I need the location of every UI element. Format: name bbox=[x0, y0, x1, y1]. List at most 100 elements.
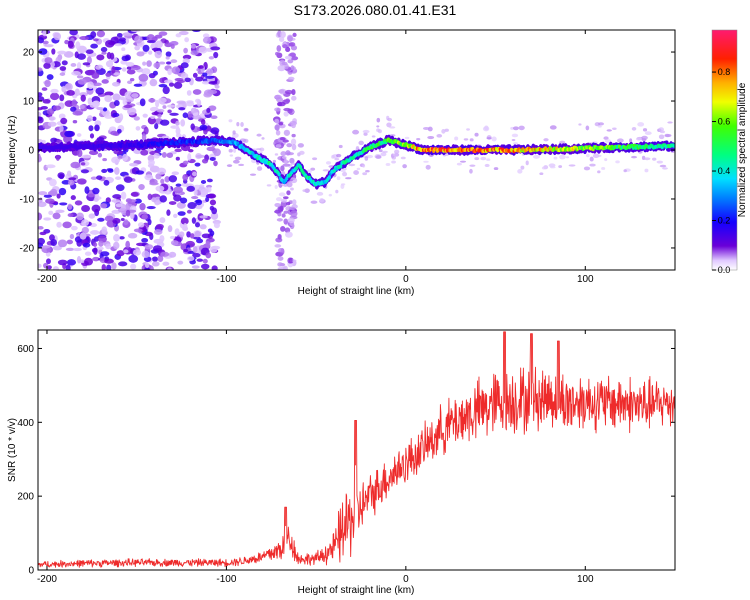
noise-speckle bbox=[209, 157, 216, 161]
y-tick-label: 600 bbox=[17, 344, 34, 355]
haze-speckle bbox=[642, 128, 648, 132]
haze-speckle bbox=[541, 166, 547, 170]
noise-speckle bbox=[106, 264, 112, 270]
colorbar-gradient bbox=[712, 30, 737, 270]
noise-speckle bbox=[90, 176, 98, 180]
haze-speckle bbox=[352, 129, 360, 135]
noise-speckle bbox=[202, 36, 212, 44]
noise-speckle bbox=[50, 92, 60, 101]
haze-speckle bbox=[652, 157, 657, 161]
noise-speckle bbox=[92, 242, 98, 247]
haze-speckle bbox=[480, 156, 487, 161]
noise-speckle bbox=[38, 48, 48, 55]
noise-speckle bbox=[72, 120, 78, 124]
colorbar-tick-label: 0.4 bbox=[718, 166, 731, 176]
haze-speckle bbox=[532, 154, 540, 159]
noise-speckle bbox=[67, 213, 74, 218]
noise-speckle bbox=[87, 97, 92, 105]
noise-speckle bbox=[281, 213, 286, 218]
noise-speckle bbox=[165, 51, 172, 57]
noise-speckle bbox=[46, 108, 55, 115]
noise-speckle bbox=[195, 98, 201, 103]
haze-speckle bbox=[261, 137, 265, 140]
noise-speckle bbox=[66, 170, 72, 177]
noise-speckle bbox=[150, 115, 156, 119]
noise-speckle bbox=[49, 188, 58, 197]
noise-speckle bbox=[208, 56, 215, 60]
haze-speckle bbox=[578, 123, 582, 126]
noise-speckle bbox=[205, 196, 210, 203]
haze-speckle bbox=[553, 156, 558, 160]
haze-speckle bbox=[335, 189, 339, 194]
noise-speckle bbox=[93, 100, 100, 107]
noise-speckle bbox=[291, 89, 296, 96]
noise-speckle bbox=[71, 225, 78, 231]
noise-speckle bbox=[104, 215, 114, 222]
haze-speckle bbox=[353, 170, 359, 176]
noise-speckle bbox=[290, 138, 297, 146]
noise-speckle bbox=[116, 250, 125, 257]
haze-speckle bbox=[336, 176, 341, 181]
noise-speckle bbox=[276, 218, 283, 222]
noise-speckle bbox=[200, 188, 209, 196]
noise-speckle bbox=[91, 204, 101, 213]
haze-speckle bbox=[391, 155, 396, 160]
noise-speckle bbox=[291, 122, 296, 129]
x-tick-label: -200 bbox=[37, 574, 57, 585]
haze-speckle bbox=[319, 198, 325, 203]
haze-speckle bbox=[325, 161, 332, 165]
noise-speckle bbox=[125, 240, 131, 249]
x-tick-label: -100 bbox=[216, 274, 236, 285]
haze-speckle bbox=[525, 160, 529, 166]
noise-speckle bbox=[157, 113, 162, 118]
noise-speckle bbox=[52, 245, 62, 251]
noise-speckle bbox=[44, 57, 53, 64]
noise-speckle bbox=[64, 83, 72, 89]
noise-speckle bbox=[287, 59, 294, 64]
haze-speckle bbox=[469, 164, 476, 167]
noise-speckle bbox=[281, 61, 288, 66]
noise-speckle bbox=[69, 234, 75, 240]
haze-speckle bbox=[256, 166, 263, 171]
noise-speckle bbox=[196, 238, 204, 244]
noise-speckle bbox=[282, 265, 289, 270]
noise-speckle bbox=[86, 56, 92, 65]
haze-speckle bbox=[240, 122, 244, 128]
noise-speckle bbox=[200, 263, 210, 270]
haze-speckle bbox=[233, 159, 240, 164]
noise-speckle bbox=[198, 46, 208, 54]
noise-speckle bbox=[180, 217, 189, 225]
noise-speckle bbox=[127, 80, 133, 85]
noise-speckle bbox=[44, 79, 51, 88]
noise-speckle bbox=[154, 228, 163, 235]
haze-speckle bbox=[255, 148, 262, 151]
noise-speckle bbox=[210, 127, 220, 135]
noise-speckle bbox=[151, 47, 162, 52]
noise-speckle bbox=[136, 51, 145, 57]
noise-speckle bbox=[56, 221, 62, 228]
noise-speckle bbox=[130, 192, 139, 197]
noise-speckle bbox=[286, 34, 294, 42]
noise-speckle bbox=[53, 32, 62, 41]
noise-speckle bbox=[184, 77, 191, 83]
haze-speckle bbox=[290, 187, 294, 191]
noise-speckle bbox=[127, 107, 137, 116]
haze-speckle bbox=[589, 156, 594, 162]
noise-speckle bbox=[121, 55, 130, 62]
haze-speckle bbox=[380, 152, 387, 157]
colorbar-tick-label: 0.8 bbox=[718, 67, 731, 77]
noise-speckle bbox=[101, 264, 107, 270]
haze-speckle bbox=[597, 125, 602, 128]
snr-x-label: Height of straight line (km) bbox=[298, 585, 415, 596]
haze-speckle bbox=[389, 126, 396, 129]
noise-speckle bbox=[112, 209, 119, 214]
noise-speckle bbox=[146, 60, 152, 67]
x-tick-label: 100 bbox=[577, 574, 594, 585]
noise-speckle bbox=[277, 262, 283, 267]
haze-speckle bbox=[603, 136, 609, 140]
noise-speckle bbox=[45, 164, 56, 169]
haze-speckle bbox=[427, 135, 435, 140]
haze-speckle bbox=[386, 122, 392, 128]
noise-speckle bbox=[142, 113, 148, 118]
